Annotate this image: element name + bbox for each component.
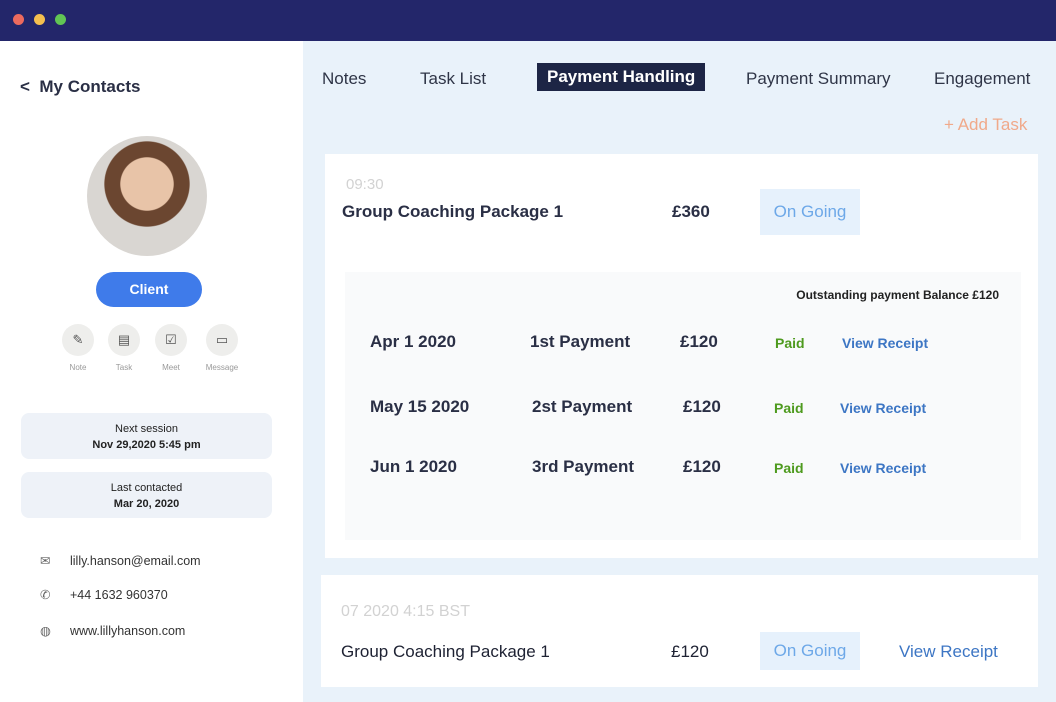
phone-icon: ✆ [40, 588, 51, 602]
window-titlebar [0, 0, 1056, 41]
email-row[interactable]: ✉ lilly.hanson@email.com [40, 553, 201, 568]
payment-card: 07 2020 4:15 BST Group Coaching Package … [321, 575, 1038, 687]
mail-icon: ✉ [40, 554, 51, 568]
note-icon: ✎ [72, 332, 84, 347]
next-session-value: Nov 29,2020 5:45 pm [92, 439, 201, 451]
client-tag-button[interactable]: Client [96, 272, 202, 307]
card-time: 09:30 [346, 176, 384, 193]
meet-label: Meet [162, 363, 180, 372]
globe-icon: ◍ [40, 624, 51, 638]
tab-task-list[interactable]: Task List [420, 69, 487, 88]
meet-button[interactable]: ☑ [155, 324, 187, 356]
payment-date: May 15 2020 [370, 397, 470, 416]
tab-notes[interactable]: Notes [322, 69, 367, 88]
paid-status: Paid [774, 400, 804, 416]
note-label: Note [69, 363, 87, 372]
next-session-box: Next session Nov 29,2020 5:45 pm [21, 413, 272, 459]
tab-payment-handling[interactable]: Payment Handling [537, 63, 706, 91]
contact-sidebar: < My Contacts Client ✎ ▤ ☑ ▭ Note Task M… [0, 41, 303, 702]
phone: +44 1632 960370 [70, 588, 168, 602]
payment-label: 2st Payment [532, 397, 633, 416]
package-amount: £360 [672, 202, 710, 221]
installments-panel: Outstanding payment Balance £120 Apr 1 2… [345, 272, 1021, 540]
package-name: Group Coaching Package 1 [342, 202, 564, 221]
phone-row[interactable]: ✆ +44 1632 960370 [40, 587, 168, 602]
paid-status: Paid [774, 460, 804, 476]
email: lilly.hanson@email.com [70, 554, 201, 568]
payment-card: 09:30 Group Coaching Package 1 £360 On G… [325, 154, 1038, 558]
payment-date: Jun 1 2020 [370, 457, 457, 476]
last-contacted-value: Mar 20, 2020 [113, 498, 180, 510]
main-panel: Notes Task List Payment Handling Payment… [303, 41, 1056, 702]
task-button[interactable]: ▤ [108, 324, 140, 356]
card-time: 07 2020 4:15 BST [341, 603, 470, 620]
message-label: Message [205, 363, 239, 372]
minimize-window-button[interactable] [34, 14, 45, 25]
last-contacted-label: Last contacted [110, 482, 183, 494]
package-amount: £120 [671, 642, 709, 661]
clipboard-icon: ▤ [117, 332, 131, 347]
tab-engagement[interactable]: Engagement [934, 69, 1031, 88]
outstanding-balance: Outstanding payment Balance £120 [796, 288, 999, 302]
maximize-window-button[interactable] [55, 14, 66, 25]
package-name: Group Coaching Package 1 [341, 642, 550, 661]
payment-date: Apr 1 2020 [370, 332, 456, 351]
payment-label: 3rd Payment [532, 457, 635, 476]
back-label: My Contacts [39, 77, 141, 96]
tab-payment-summary[interactable]: Payment Summary [746, 69, 891, 88]
view-receipt-link[interactable]: View Receipt [899, 642, 998, 661]
website-row[interactable]: ◍ www.lillyhanson.com [40, 623, 185, 638]
payment-amount: £120 [680, 332, 718, 351]
task-label: Task [115, 363, 133, 372]
close-window-button[interactable] [13, 14, 24, 25]
payment-amount: £120 [683, 457, 721, 476]
payment-amount: £120 [683, 397, 721, 416]
add-task-button[interactable]: + Add Task [944, 115, 1028, 134]
chevron-left-icon: < [20, 77, 40, 96]
status-badge: On Going [760, 632, 860, 670]
last-contacted-box: Last contacted Mar 20, 2020 [21, 472, 272, 518]
message-icon: ▭ [215, 332, 229, 347]
message-button[interactable]: ▭ [206, 324, 238, 356]
calendar-icon: ☑ [165, 332, 177, 347]
view-receipt-link[interactable]: View Receipt [840, 400, 927, 416]
website: www.lillyhanson.com [70, 624, 186, 638]
status-badge: On Going [760, 189, 860, 235]
view-receipt-link[interactable]: View Receipt [840, 460, 927, 476]
paid-status: Paid [775, 335, 805, 351]
payment-label: 1st Payment [530, 332, 631, 351]
note-button[interactable]: ✎ [62, 324, 94, 356]
avatar [87, 136, 207, 256]
next-session-label: Next session [115, 423, 178, 435]
view-receipt-link[interactable]: View Receipt [842, 335, 929, 351]
back-to-contacts-link[interactable]: < My Contacts [20, 77, 140, 97]
